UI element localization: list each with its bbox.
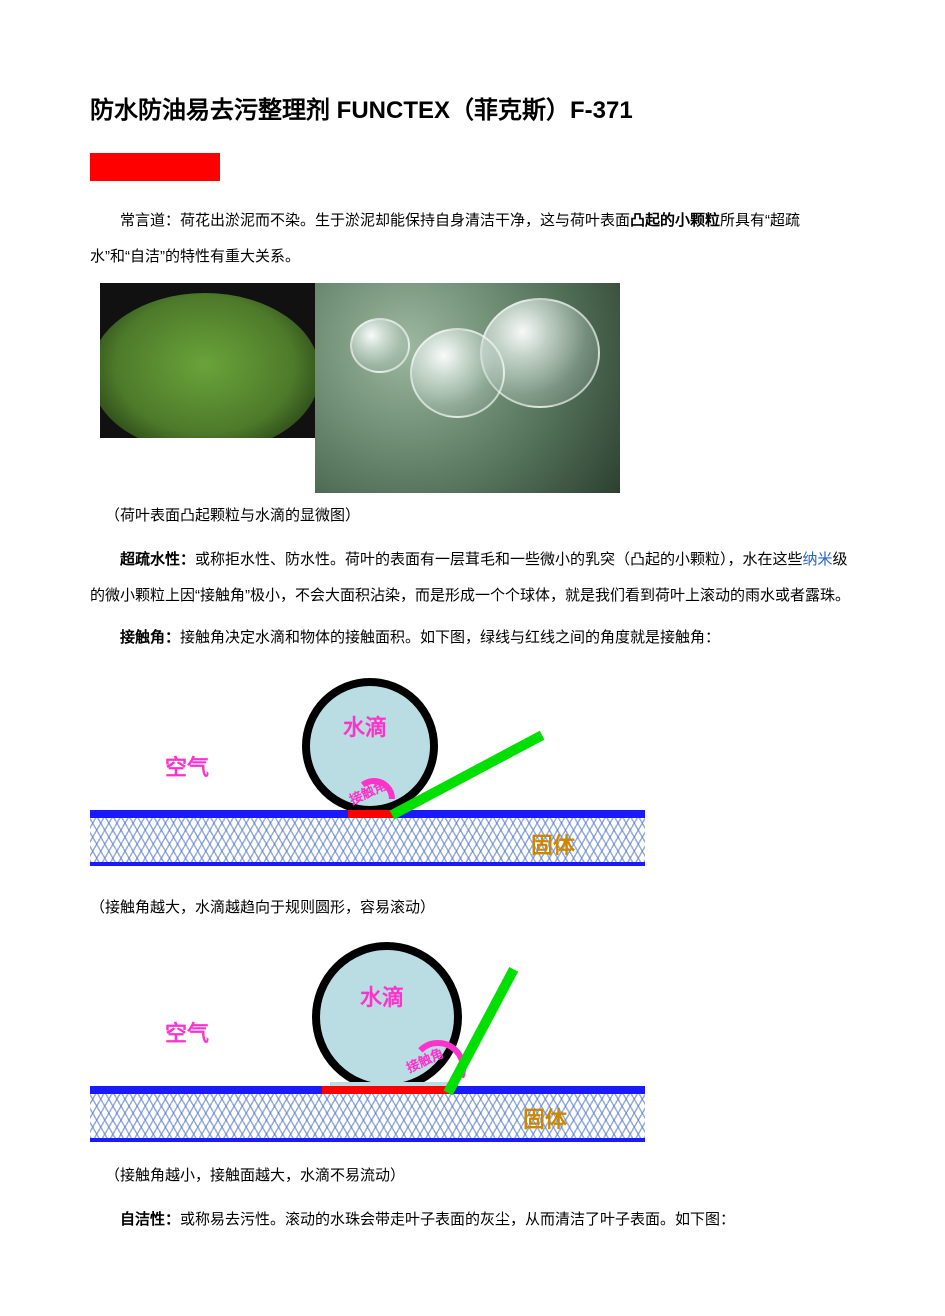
diagram2-caption: （接触角越小，接触面越大，水滴不易流动）: [90, 1159, 855, 1192]
link-nano[interactable]: 纳米: [803, 551, 833, 568]
contact-angle-diagram-small: 空气 水滴 接触角 固体: [90, 938, 645, 1153]
lotus-caption: （荷叶表面凸起颗粒与水滴的显微图）: [90, 499, 855, 532]
text-segment: 接触角决定水滴和物体的接触面积。如下图，绿线与红线之间的角度就是接触角：: [180, 629, 720, 646]
text-segment: 常言道：荷花出淤泥而不染。生于淤泥却能保持自身清洁干净，这与荷叶表面: [120, 212, 630, 229]
water-drop-label: 水滴: [343, 710, 387, 742]
text-bold-particles: 凸起的小颗粒: [630, 212, 720, 229]
lotus-image: [100, 283, 855, 493]
lotus-image-right: [315, 283, 620, 493]
paragraph-contact-angle: 接触角：接触角决定水滴和物体的接触面积。如下图，绿线与红线之间的角度就是接触角：: [90, 620, 855, 656]
air-label: 空气: [165, 750, 209, 782]
text-segment: 或称拒水性、防水性。荷叶的表面有一层茸毛和一些微小的乳突（凸起的小颗粒），水在这…: [195, 551, 803, 568]
paragraph-superhydrophobic: 超疏水性：或称拒水性、防水性。荷叶的表面有一层茸毛和一些微小的乳突（凸起的小颗粒…: [90, 542, 855, 614]
page-title: 防水防油易去污整理剂 FUNCTEX（菲克斯）F-371: [90, 90, 855, 125]
water-drop-label: 水滴: [360, 980, 404, 1012]
section-marker-red: [90, 153, 220, 181]
paragraph-self-cleaning: 自洁性：或称易去污性。滚动的水珠会带走叶子表面的灰尘，从而清洁了叶子表面。如下图…: [90, 1202, 855, 1238]
diagram1-caption: （接触角越大，水滴越趋向于规则圆形，容易滚动）: [90, 891, 855, 924]
text-bold-self-cleaning: 自洁性：: [120, 1211, 180, 1228]
lotus-image-left: [100, 283, 315, 438]
contact-red-line: [348, 810, 396, 818]
lotus-leaf-icon: [100, 293, 315, 438]
text-segment: 或称易去污性。滚动的水珠会带走叶子表面的灰尘，从而清洁了叶子表面。如下图：: [180, 1211, 735, 1228]
water-bubble-icon: [410, 328, 505, 418]
text-bold-superhydrophobic: 超疏水性：: [120, 551, 195, 568]
text-bold-contact-angle: 接触角：: [120, 629, 180, 646]
solid-label: 固体: [531, 828, 575, 860]
paragraph-intro: 常言道：荷花出淤泥而不染。生于淤泥却能保持自身清洁干净，这与荷叶表面凸起的小颗粒…: [90, 203, 855, 275]
contact-angle-diagram-large: 空气 水滴 接触角 固体: [90, 670, 645, 885]
contact-red-line: [322, 1086, 452, 1094]
water-drop-circle: [312, 942, 462, 1092]
solid-label: 固体: [523, 1102, 567, 1134]
water-bubble-icon: [350, 318, 410, 373]
air-label: 空气: [165, 1016, 209, 1048]
